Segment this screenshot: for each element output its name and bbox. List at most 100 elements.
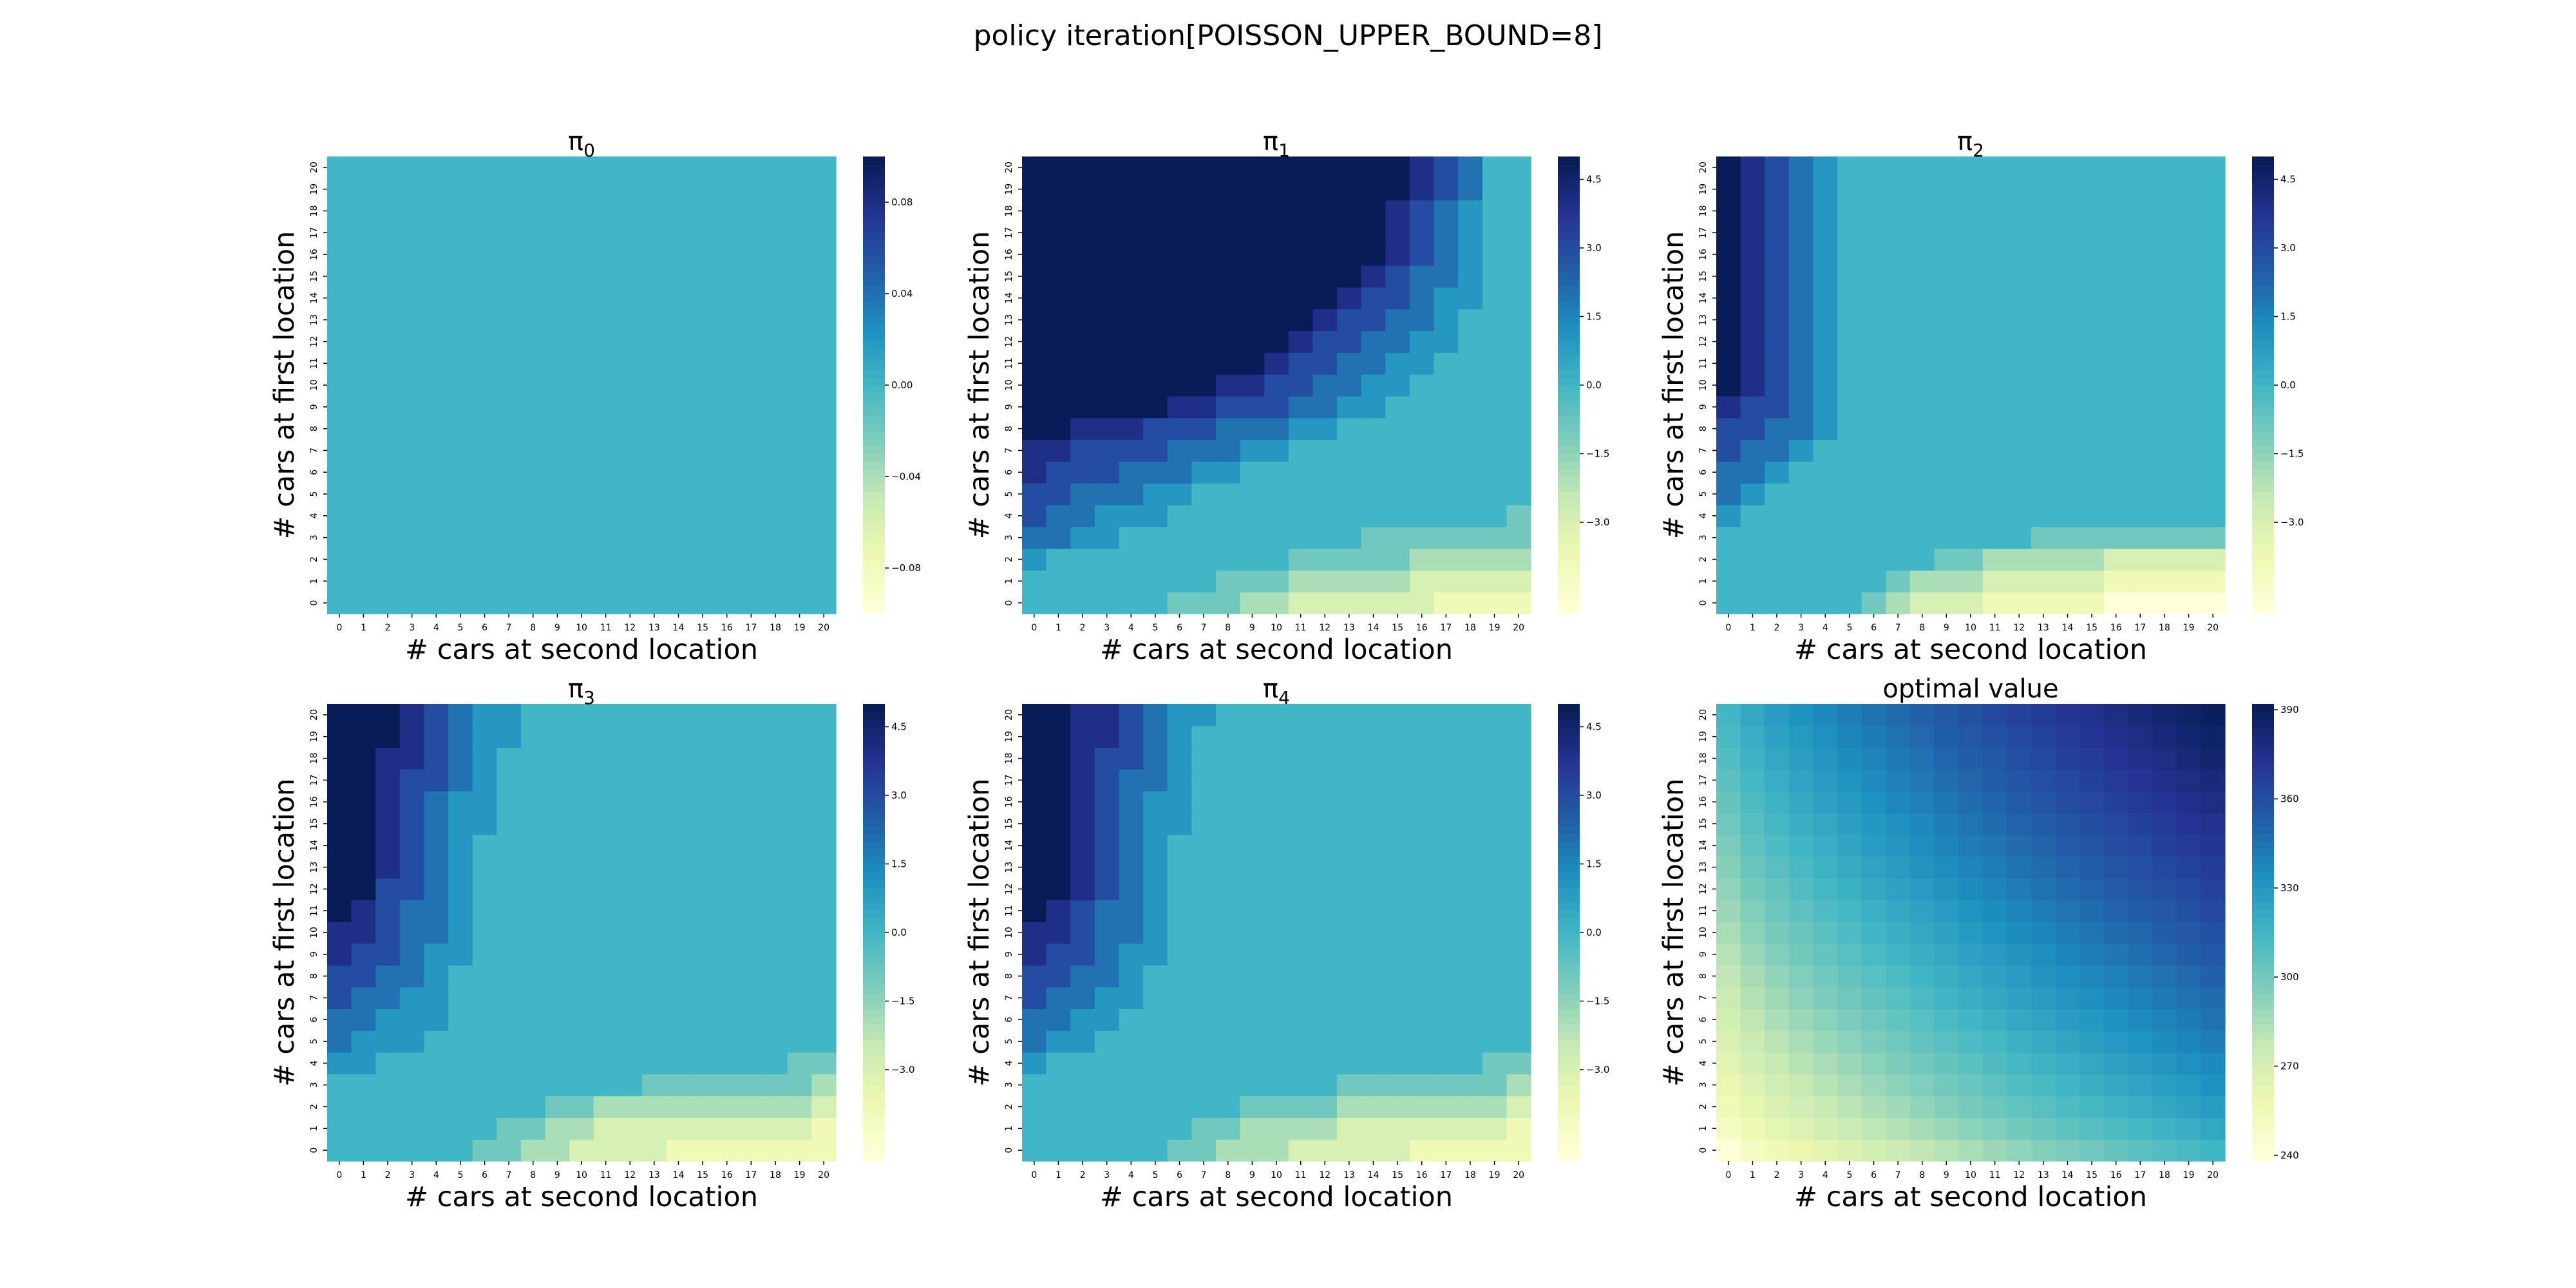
heatmap-cell: [2201, 265, 2226, 288]
colorbar-segment: [2252, 871, 2274, 880]
heatmap-cell: [448, 395, 473, 419]
heatmap-cell: [1046, 330, 1071, 353]
heatmap-cell: [399, 439, 425, 462]
heatmap-cell: [375, 878, 401, 900]
heatmap-cell: [2152, 1009, 2177, 1031]
heatmap-cell: [1191, 834, 1217, 857]
x-tick-label: 18: [2159, 623, 2170, 633]
heatmap-cell: [1288, 287, 1314, 310]
heatmap-cell: [1982, 769, 2008, 791]
heatmap-cell: [1982, 265, 2008, 288]
heatmap-cell: [1434, 1009, 1459, 1031]
heatmap-cell: [424, 813, 449, 835]
heatmap-cell: [1312, 222, 1338, 244]
heatmap-cell: [1934, 878, 1959, 900]
heatmap-cell: [1167, 330, 1192, 353]
heatmap-cell: [1765, 1052, 1790, 1075]
heatmap-cell: [569, 243, 594, 266]
heatmap-cell: [1361, 965, 1386, 988]
colorbar-segment: [2252, 591, 2274, 599]
heatmap-cell: [593, 1052, 619, 1075]
heatmap-cell: [1409, 483, 1435, 506]
heatmap-cell: [1837, 878, 1862, 900]
colorbar-segment: [1558, 415, 1580, 424]
heatmap-cell: [1046, 769, 1071, 791]
colorbar-segment: [2252, 370, 2274, 378]
heatmap-cell: [690, 548, 715, 571]
heatmap-cell: [1909, 834, 1935, 857]
heatmap-cell: [1385, 834, 1410, 857]
heatmap-cell: [2128, 813, 2153, 835]
heatmap-cell: [327, 330, 352, 353]
colorbar-segment: [863, 301, 885, 310]
heatmap-cell: [739, 856, 764, 879]
heatmap-cell: [2201, 1030, 2226, 1053]
colorbar-segment: [1558, 1046, 1580, 1055]
heatmap-cell: [1434, 308, 1459, 332]
heatmap-cell: [2176, 352, 2201, 375]
heatmap-cell: [1167, 943, 1192, 966]
heatmap-cell: [1716, 856, 1741, 879]
heatmap-cell: [1909, 308, 1935, 332]
heatmap-cell: [2031, 987, 2056, 1009]
heatmap-cell: [2152, 374, 2177, 397]
heatmap-cell: [327, 439, 352, 462]
heatmap-cell: [448, 834, 473, 857]
colorbar-segment: [1558, 1115, 1580, 1124]
heatmap-cell: [545, 222, 570, 244]
heatmap-cell: [1765, 374, 1790, 397]
heatmap-cell: [811, 834, 837, 857]
colorbar-tick-label: −3.0: [2280, 516, 2304, 528]
heatmap-cell: [545, 287, 570, 310]
heatmap-cell: [1788, 1117, 1814, 1140]
heatmap-cell: [1215, 965, 1241, 988]
heatmap-cell: [2176, 813, 2201, 835]
heatmap-cell: [472, 352, 497, 375]
heatmap-cell: [1434, 243, 1459, 266]
heatmap-cell: [1094, 987, 1120, 1009]
heatmap-cell: [666, 156, 691, 179]
heatmap-cell: [1264, 417, 1289, 440]
heatmap-cell: [569, 178, 594, 201]
heatmap-cell: [399, 352, 425, 375]
heatmap-cell: [1788, 922, 1814, 944]
colorbar-segment: [863, 568, 885, 576]
y-tick-label: 16: [1698, 796, 1709, 808]
heatmap-cell: [1264, 178, 1289, 201]
heatmap-cell: [787, 526, 812, 549]
heatmap-cell: [1191, 1074, 1217, 1097]
heatmap-cell: [351, 791, 376, 813]
heatmap-cell: [375, 287, 401, 310]
heatmap-cell: [2055, 156, 2080, 179]
heatmap-cell: [545, 504, 570, 527]
heatmap-cell: [1740, 1117, 1765, 1140]
heatmap-cell: [642, 1117, 667, 1140]
heatmap-cell: [1837, 1095, 1862, 1118]
heatmap-cell: [424, 725, 449, 748]
heatmap-cell: [1909, 570, 1935, 592]
x-tick-label: 2: [1774, 1170, 1780, 1180]
heatmap-cell: [618, 1139, 643, 1162]
heatmap-cell: [1312, 200, 1338, 223]
heatmap-cell: [1143, 1009, 1168, 1031]
heatmap-cell: [1094, 483, 1120, 506]
heatmap-cell: [424, 791, 449, 813]
heatmap-cell: [2128, 1074, 2153, 1097]
heatmap-cell: [448, 200, 473, 223]
heatmap-cell: [1788, 352, 1814, 375]
heatmap-cell: [472, 965, 497, 988]
heatmap-cell: [1409, 813, 1435, 835]
y-tick-label: 7: [1698, 995, 1709, 1001]
y-tick-label: 9: [309, 404, 319, 410]
x-tick-label: 17: [2134, 1170, 2146, 1180]
heatmap-cell: [1788, 987, 1814, 1009]
colorbar-segment: [2252, 902, 2274, 911]
heatmap-cell: [1740, 243, 1765, 266]
heatmap-cell: [2031, 791, 2056, 813]
colorbar-segment: [1558, 704, 1580, 712]
heatmap-cell: [593, 570, 619, 592]
heatmap-cell: [739, 943, 764, 966]
heatmap-cell: [1740, 178, 1765, 201]
heatmap-cell: [1886, 265, 1911, 288]
heatmap-cell: [739, 1052, 764, 1075]
